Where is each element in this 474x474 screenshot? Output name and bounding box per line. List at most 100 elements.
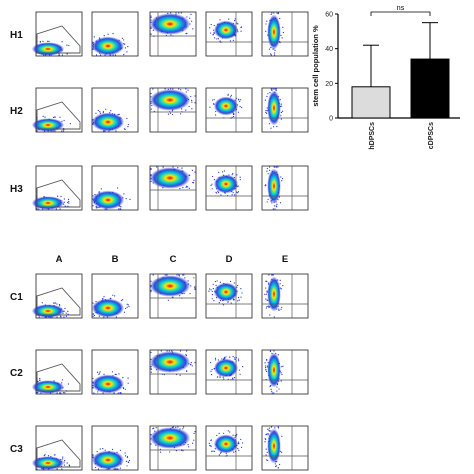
event-dot [99,448,101,450]
event-dot [152,274,154,276]
event-dot [150,17,152,19]
event-dot [240,99,242,101]
bar-cDPSCs [410,58,450,119]
event-dot [179,113,182,115]
event-dot [119,392,121,394]
event-dot [194,362,196,364]
event-dot [120,299,123,302]
event-dot [114,54,117,56]
event-dot [126,465,128,467]
event-dot [190,361,192,364]
event-dot [150,368,152,370]
flow-panel [31,273,83,319]
event-dot [164,274,166,276]
event-dot [129,198,131,200]
event-dot [188,187,190,189]
flow-panel [149,425,197,471]
density-cloud [31,196,65,210]
density-cloud [149,275,191,297]
event-dot [187,446,190,448]
gate-polygon [36,363,81,392]
event-dot [279,283,281,285]
event-dot [120,208,122,210]
event-dot [230,302,232,304]
event-dot [111,371,114,373]
flow-panel [31,425,83,471]
event-dot [265,307,267,309]
event-dot [231,377,234,379]
event-dot [210,374,213,376]
flow-panel [31,87,83,133]
event-dot [189,292,191,295]
event-dot [264,441,266,443]
density-cloud [31,456,65,470]
event-dot [191,108,193,110]
event-dot [271,426,273,428]
event-dot [120,206,122,208]
event-dot [47,455,50,457]
column-label: A [56,254,63,265]
event-dot [128,305,130,308]
event-dot [150,92,152,95]
gate-polygon [36,439,81,468]
y-tick-label: 20 [325,81,333,88]
event-dot [124,128,126,130]
event-dot [171,113,174,116]
event-dot [264,365,266,367]
event-dot [124,388,127,390]
flow-panel [205,11,253,57]
flow-panel [149,11,197,57]
event-dot [104,449,106,451]
event-dot [280,103,282,105]
event-dot [189,363,192,366]
event-dot [107,33,109,35]
event-dot [103,373,105,375]
event-dot [273,166,275,168]
event-dot [178,88,180,90]
density-cloud [213,358,239,378]
event-dot [266,359,268,361]
event-dot [280,118,282,120]
event-dot [193,286,196,288]
event-dot [114,373,116,375]
y-tick-label: 60 [325,12,333,19]
event-dot [150,15,152,17]
event-dot [217,191,220,194]
event-dot [227,301,229,303]
event-dot [265,298,267,300]
event-dot [98,372,100,374]
event-dot [264,362,266,364]
event-dot [115,373,117,376]
event-dot [238,360,240,362]
event-dot [119,449,122,451]
event-dot [68,202,70,204]
event-dot [280,372,282,374]
event-dot [219,452,222,454]
event-dot [111,448,114,451]
event-dot [95,112,97,114]
event-dot [267,173,269,175]
event-dot [276,125,278,128]
density-cloud [267,90,281,126]
flow-panel [261,273,309,319]
density-cloud [149,427,191,449]
event-dot [44,116,46,118]
event-dot [185,186,187,188]
event-dot [219,19,221,21]
event-dot [102,110,105,113]
event-dot [274,463,276,465]
event-dot [192,442,194,444]
event-dot [68,200,70,202]
category-label: hDPSCs [369,122,376,150]
event-dot [123,311,126,313]
event-dot [190,285,192,287]
event-dot [110,110,112,112]
event-dot [150,291,152,293]
event-dot [190,95,192,98]
event-dot [60,392,62,394]
event-dot [242,366,244,368]
event-dot [150,168,152,170]
event-dot [125,307,127,310]
event-dot [39,379,41,381]
event-dot [273,54,276,56]
